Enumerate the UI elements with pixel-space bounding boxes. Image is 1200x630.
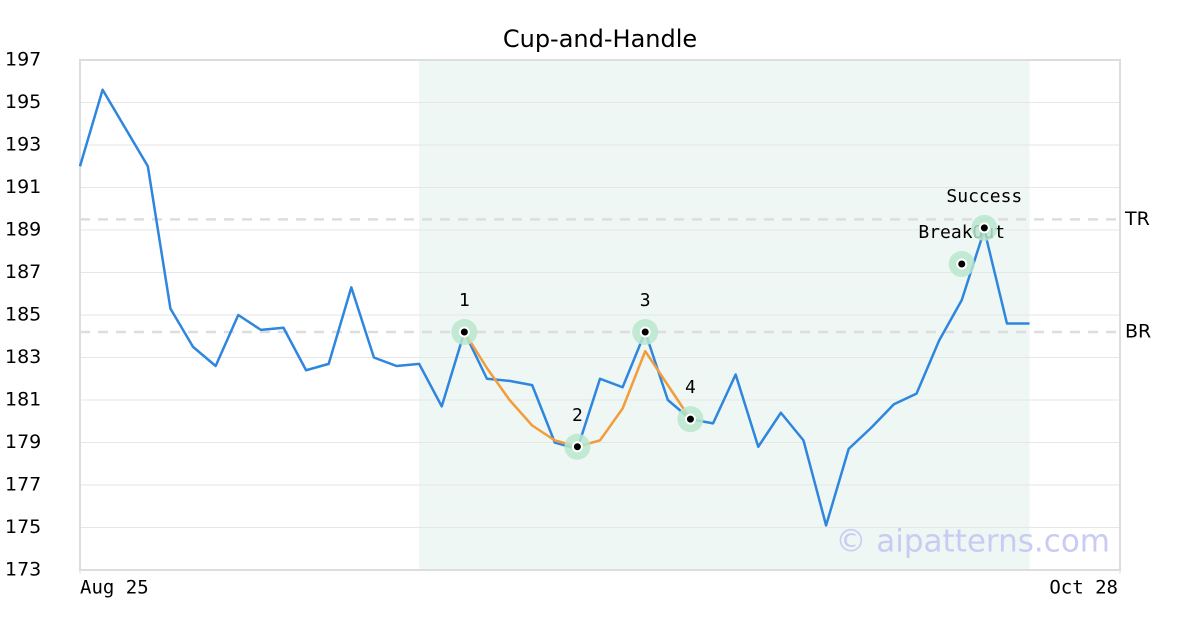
y-tick-label: 181: [5, 389, 41, 411]
y-tick-label: 189: [5, 219, 41, 241]
watermark: © aipatterns.com: [835, 524, 1110, 560]
y-tick-label: 179: [5, 431, 41, 453]
y-tick-label: 187: [5, 261, 41, 283]
y-tick-label: 173: [5, 559, 41, 581]
data-line: [78, 88, 1030, 527]
point-dot: [978, 222, 990, 234]
x-tick-label: Aug 25: [80, 577, 149, 599]
y-tick-label: 177: [5, 474, 41, 496]
point-label: 4: [685, 377, 696, 398]
y-tick-label: 185: [5, 304, 41, 326]
reference-label: BR: [1125, 321, 1151, 343]
reference-label: TR: [1124, 208, 1150, 230]
chart-title: Cup-and-Handle: [503, 25, 697, 53]
point-dot: [956, 258, 968, 270]
y-tick-label: 175: [5, 516, 41, 538]
point-label: 1: [459, 290, 470, 311]
point-dot: [639, 326, 651, 338]
point-dot: [458, 326, 470, 338]
point-label: 3: [640, 290, 651, 311]
y-tick-label: 197: [5, 49, 41, 71]
y-tick-label: 195: [5, 91, 41, 113]
point-dot: [684, 413, 696, 425]
point-label: 2: [572, 405, 583, 426]
point-dot: [571, 441, 583, 453]
y-tick-label: 191: [5, 176, 41, 198]
x-tick-label: Oct 28: [1049, 577, 1118, 599]
y-tick-label: 193: [5, 134, 41, 156]
plot-frame: [79, 59, 1121, 571]
point-label: Success: [946, 186, 1022, 207]
y-tick-label: 183: [5, 346, 41, 368]
